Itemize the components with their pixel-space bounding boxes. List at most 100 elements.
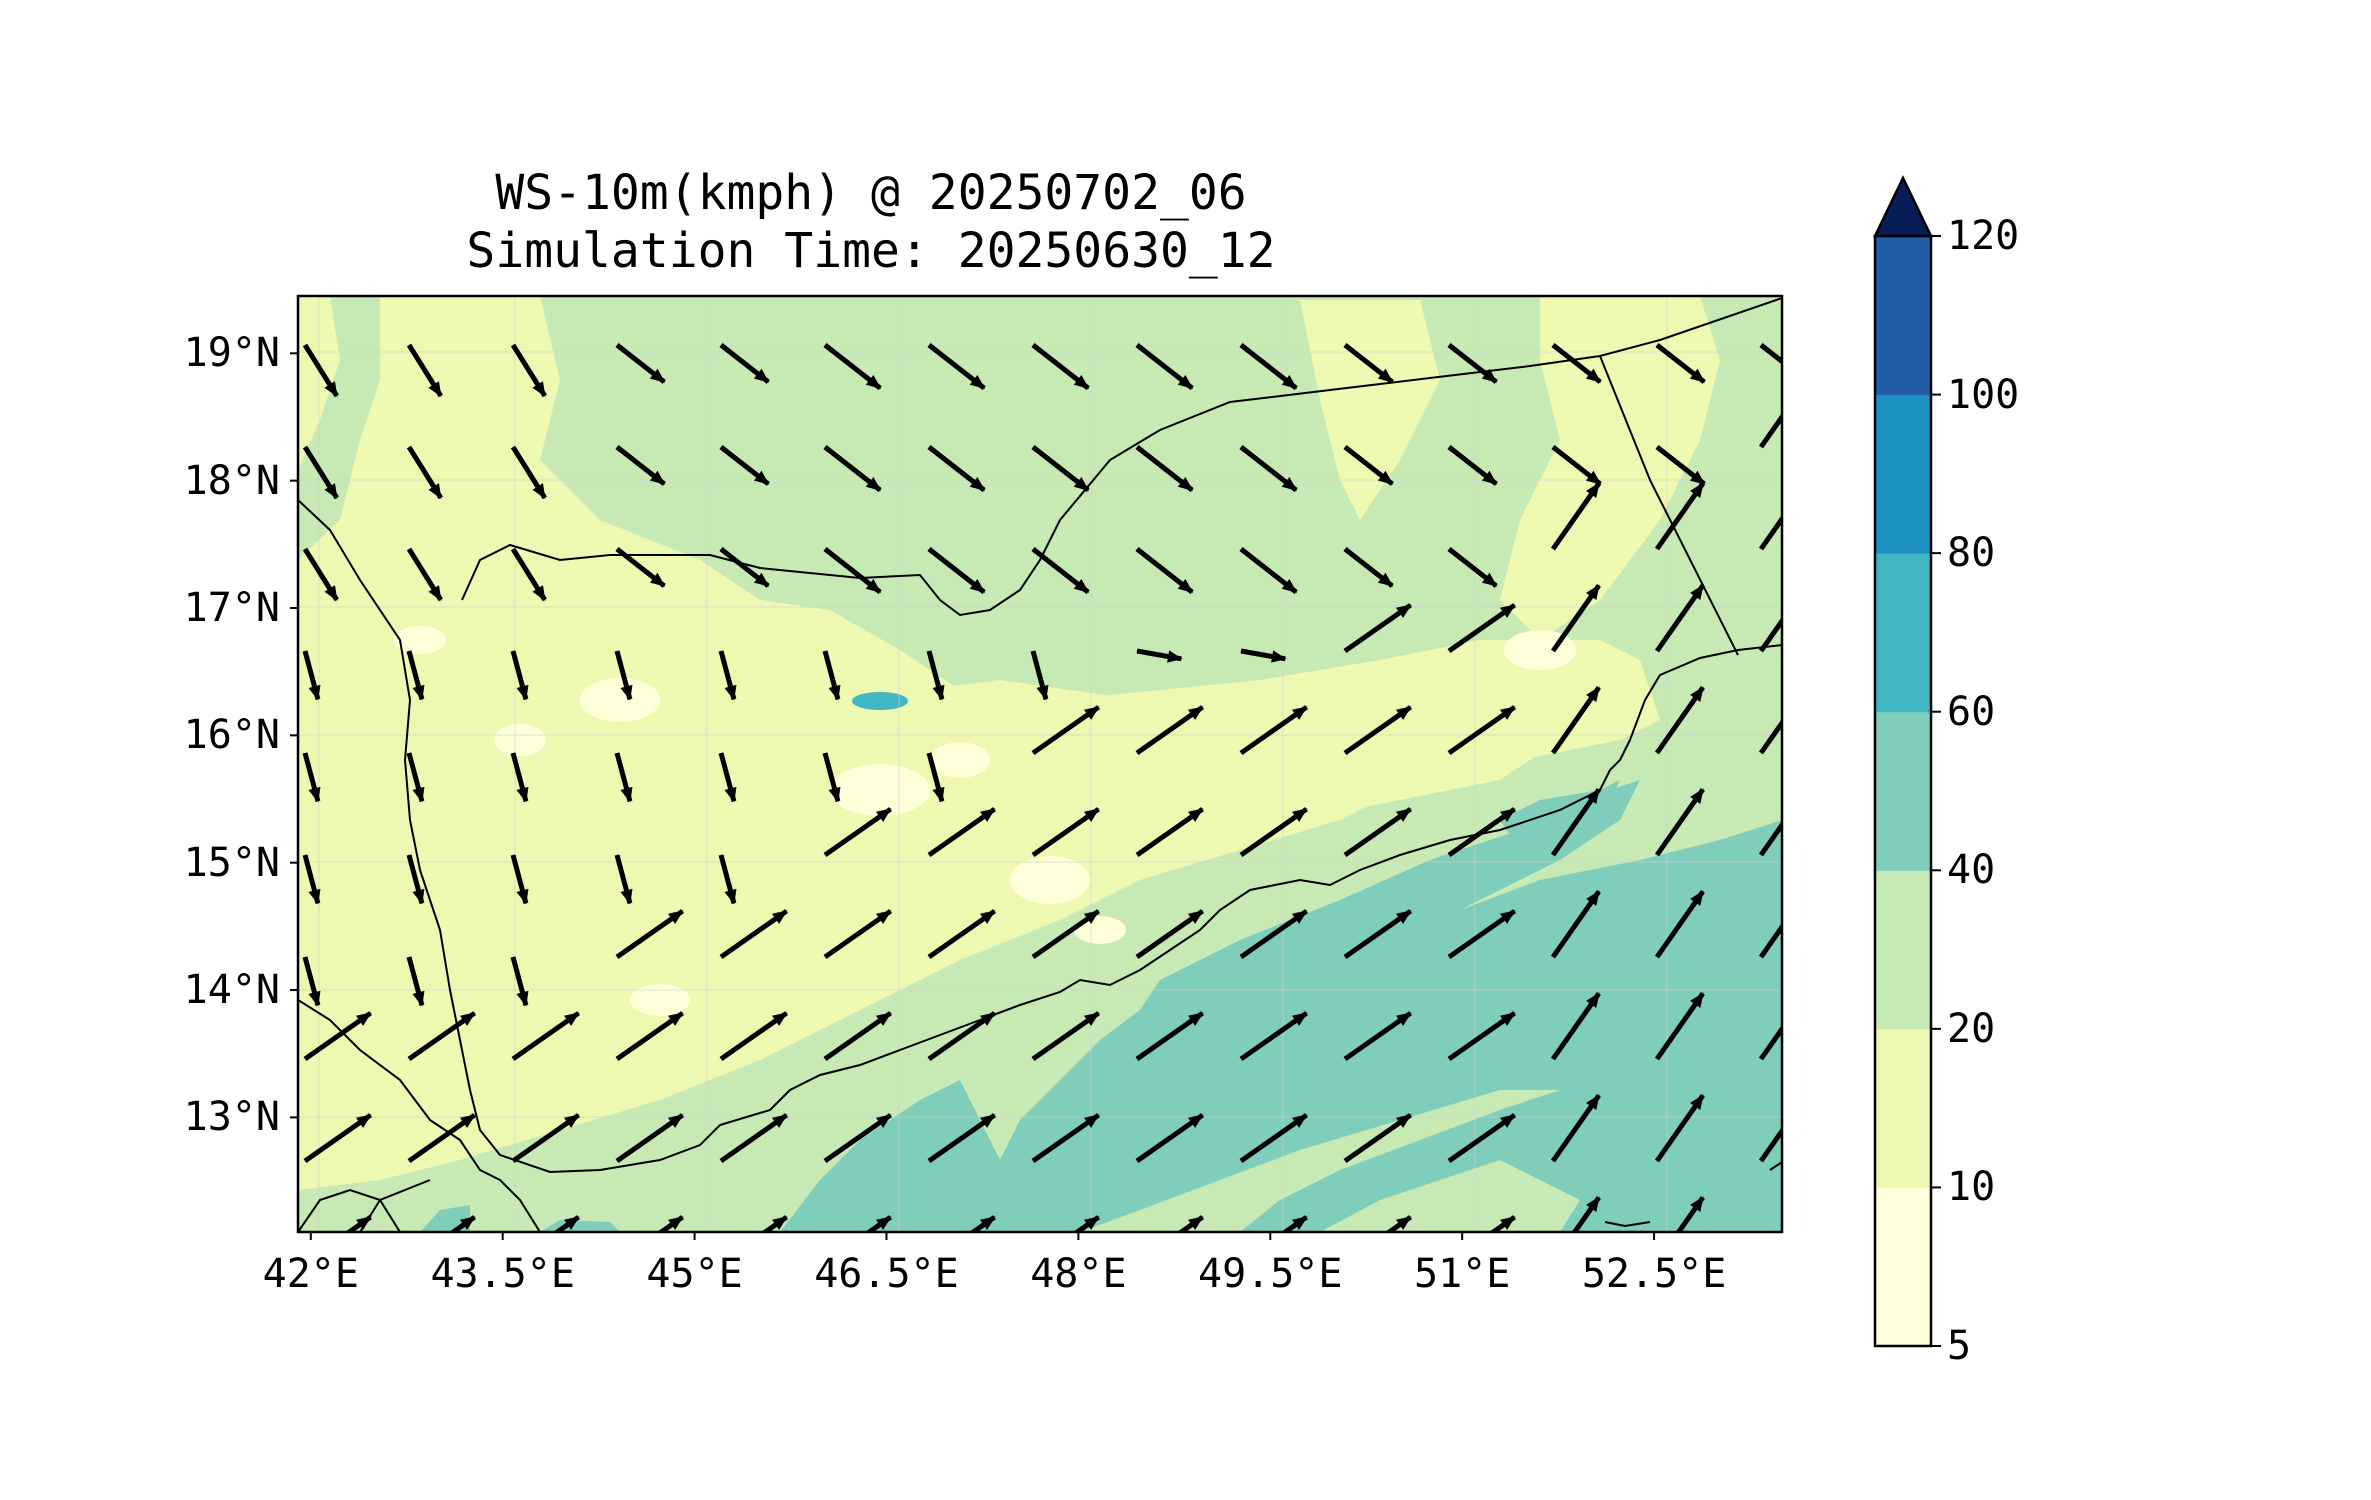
wind-arrow-head [772,910,788,924]
wind-arrow-head [1281,476,1298,491]
wind-arrow-head [1377,572,1394,587]
wind-arrow-head [1073,578,1090,593]
wind-arrow-head [1073,476,1090,491]
wind-arrow-head [1481,368,1498,383]
wind-arrow-shaft [1758,1126,1782,1163]
wind-arrow-head [1396,1114,1412,1128]
wind-arrow-head [876,1216,892,1230]
colorbar-band [1875,394,1931,554]
wind-arrow-head [1188,706,1204,720]
wind-arrow-head [876,910,892,924]
wind-arrow-head [532,585,546,601]
wind-arrow-head [1500,808,1516,822]
wind-arrow-head [532,483,546,499]
wind-arrow-head [1586,482,1600,498]
wind-arrow-head [516,888,529,905]
wind-arrow-head [772,1012,788,1026]
wind-arrow-head [1481,470,1498,485]
wind-arrow-head [1177,476,1194,491]
lon-tick-label: 42°E [262,1251,359,1297]
wind-arrow-head [876,1012,892,1026]
wind-arrow-head [1795,585,1807,599]
wind-arrow-head [980,1216,996,1230]
wind-arrow-head [668,1012,684,1026]
wind-arrow-head [564,1114,580,1128]
wind-arrow-head [412,684,425,701]
wind-arrow-head [1292,1012,1308,1026]
wind-arrow-head [412,888,425,905]
colorbar-extend-max [1873,175,1933,238]
figure-subtitle: Simulation Time: 20250630_12 [466,223,1276,279]
wind-arrow-head [1281,578,1298,593]
wind-arrow-head [308,888,321,905]
wind-arrow-head [1271,650,1287,663]
wind-arrow-head [1690,788,1704,804]
wind-arrow-head [1690,890,1704,906]
wind-arrow-shaft [1758,820,1782,857]
lat-tick-label: 14°N [183,967,280,1014]
wind-arrow-head [460,1216,476,1230]
wind-arrow-head [1500,1114,1516,1128]
wind-arrow-head [1396,604,1412,618]
wind-arrow-head [980,1012,996,1026]
colorbar-band [1875,870,1931,1030]
colorbar-tick-label: 40 [1947,847,1996,894]
wind-arrow-shaft [1758,616,1782,653]
socotra [1604,1221,1651,1228]
colorbar-band [1875,236,1931,396]
wind-arrow-head [1500,706,1516,720]
wind-arrow-head [932,786,945,803]
wind-arrow-shaft [1758,718,1782,755]
wind-arrow-head [1689,368,1706,383]
lat-tick-label: 18°N [183,457,280,504]
wind-arrow-head [969,374,986,389]
wind-arrow-shaft [1758,412,1782,449]
colorbar-band [1875,553,1931,713]
wind-arrow-head [1690,584,1704,600]
wind-arrow-head [1795,483,1807,497]
wind-arrow-shaft [1758,922,1782,959]
wind-arrow-head [412,786,425,803]
lon-tick-label: 52.5°E [1581,1251,1727,1297]
wind-arrow-head [1500,910,1516,924]
contour-band-5-10 [394,626,1576,1016]
wind-arrow-head [932,684,945,701]
wind-arrow-head [1188,1114,1204,1128]
wind-arrow-shaft [1759,343,1782,365]
speed-contours [298,296,1807,1232]
wind-arrow-head [724,888,737,905]
wind-arrow-head [308,786,321,803]
wind-arrow-head [1481,572,1498,587]
wind-arrow-head [649,572,666,587]
lon-tick-label: 43.5°E [430,1251,575,1297]
lat-tick-label: 17°N [183,585,280,631]
lon-tick-label: 48°E [1030,1251,1127,1297]
wind-arrow-head [460,1114,476,1128]
wind-arrow-head [1690,1094,1704,1110]
lon-tick-label: 46.5°E [814,1251,959,1297]
colorbar-tick-label: 100 [1947,371,2020,418]
wind-arrow-head [516,786,529,803]
wind-arrow-head [412,990,425,1007]
contour-band-40-60 [780,780,1782,1232]
wind-arrow-head [324,483,338,499]
wind-arrow-head [1084,1216,1100,1230]
figure-title: WS-10m(kmph) @ 20250702_06 [495,165,1247,221]
wind-arrow-head [1188,1012,1204,1026]
colorbar-band [1875,1187,1931,1347]
wind-arrow-head [1177,374,1194,389]
wind-arrow-shaft [1758,1024,1782,1061]
wind-arrow-head [620,786,633,803]
lon-tick-label: 45°E [646,1251,743,1297]
wind-arrow-head [828,786,841,803]
wind-arrow-head [1396,706,1412,720]
wind-arrow-head [1586,788,1600,804]
wind-arrow-head [1177,578,1194,593]
wind-arrow-head [865,374,882,389]
wind-arrow-head [1585,470,1602,485]
wind-arrow-head [1586,992,1600,1008]
wind-arrow-head [1795,789,1807,803]
wind-arrow-head [1084,808,1100,822]
